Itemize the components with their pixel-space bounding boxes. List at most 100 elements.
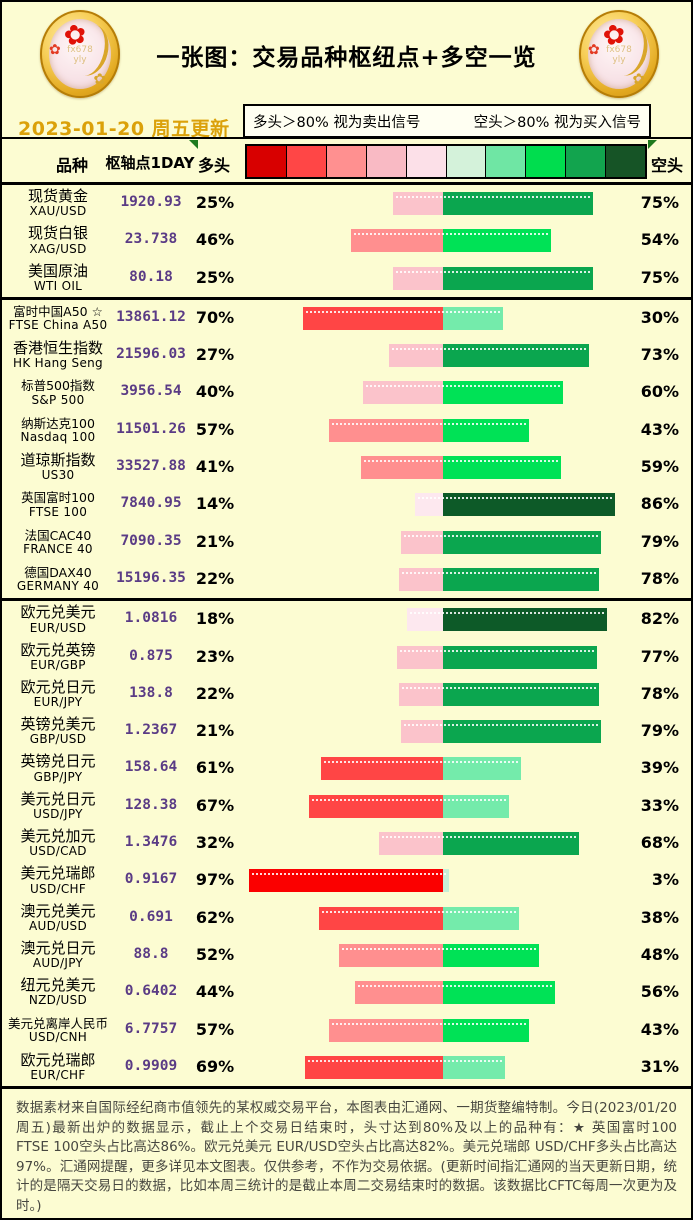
- instrument-code: FRANCE 40: [23, 542, 93, 557]
- instrument-code: Nasdaq 100: [20, 430, 96, 445]
- red-flower-small-icon: ✿: [49, 42, 61, 58]
- instrument-code: FTSE 100: [28, 504, 88, 519]
- instrument-name: 纳斯达克100 Nasdaq 100: [4, 415, 112, 445]
- update-date: 2023-01-20 周五更新: [18, 118, 230, 140]
- long-percent: 32%: [195, 833, 235, 853]
- long-percent: 21%: [195, 721, 235, 741]
- instrument-name: 法国CAC40 FRANCE 40: [4, 527, 112, 557]
- instrument-name: 标普500指数 S&P 500: [4, 377, 112, 407]
- short-percent: 73%: [640, 345, 679, 365]
- pivot-value: 0.9909: [124, 1057, 178, 1074]
- instrument-code: EUR/GBP: [30, 657, 86, 672]
- instrument-name-cn: 英镑兑日元: [20, 752, 96, 771]
- instrument-code: EUR/USD: [29, 620, 87, 635]
- instrument-name-cn: 德国DAX40: [24, 564, 92, 580]
- bar-dotted-line: [358, 985, 552, 988]
- long-percent: 69%: [195, 1056, 235, 1076]
- long-percent: 25%: [195, 193, 235, 212]
- short-percent: 77%: [640, 646, 679, 666]
- instrument-name-cn: 欧元兑日元: [20, 677, 96, 696]
- table-row: 现货黄金 XAU/USD 1920.93 25% 75%: [2, 185, 691, 222]
- long-percent: 25%: [195, 267, 235, 287]
- instrument-name-cn: 美国原油: [27, 261, 88, 280]
- instrument-name: 欧元兑瑞郎 EUR/CHF: [4, 1051, 112, 1083]
- bar-dotted-line: [418, 497, 612, 500]
- coin-watermark: fx678 yly: [606, 45, 632, 65]
- table-row: 现货白银 XAG/USD 23.738 46% 54%: [2, 222, 691, 259]
- instrument-name-cn: 英镑兑美元: [20, 715, 96, 734]
- table-row: 澳元兑美元 AUD/USD 0.691 62% 38%: [2, 900, 691, 937]
- bar-dotted-line: [324, 761, 518, 764]
- instrument-name: 澳元兑美元 AUD/USD: [4, 902, 112, 934]
- table-header: 品种 枢轴点1DAY 多头 空头: [2, 137, 691, 185]
- bar-dotted-line: [400, 649, 594, 652]
- table-row: 纳斯达克100 Nasdaq 100 11501.26 57% 43%: [2, 412, 691, 449]
- footer: 数据素材来自国际经纪商市值领先的某权威交易平台，本图表由汇通网、一期货整编特制。…: [2, 1089, 691, 1218]
- short-percent: 3%: [651, 870, 679, 890]
- pivot-value: 13861.12: [116, 308, 186, 325]
- table-row: 英镑兑美元 GBP/USD 1.2367 21% 79%: [2, 713, 691, 750]
- table-row: 德国DAX40 GERMANY 40 15196.35 22% 78%: [2, 561, 691, 598]
- instrument-name: 美元兑瑞郎 USD/CHF: [4, 865, 112, 896]
- pivot-value: 1.2367: [124, 722, 178, 739]
- instrument-name: 英国富时100 FTSE 100: [4, 489, 112, 519]
- instrument-name-cn: 欧元兑英镑: [20, 640, 96, 659]
- bar-dotted-line: [404, 534, 598, 537]
- instrument-code: GBP/JPY: [33, 769, 83, 784]
- instrument-code: S&P 500: [31, 392, 85, 407]
- row-group: 欧元兑美元 EUR/USD 1.0816 18% 82% 欧元兑英镑 EUR/G…: [2, 601, 691, 1090]
- short-bar: [443, 869, 449, 893]
- pivot-value: 88.8: [133, 945, 169, 962]
- table-row: 美元兑瑞郎 USD/CHF 0.9167 97% 3%: [2, 862, 691, 899]
- long-percent: 41%: [195, 457, 235, 477]
- instrument-name: 欧元兑日元 EUR/JPY: [4, 677, 112, 710]
- gold-bud-icon: ✿: [93, 70, 106, 88]
- short-percent: 82%: [640, 609, 679, 629]
- short-percent: 86%: [640, 494, 679, 514]
- instrument-code: FTSE China A50: [8, 318, 108, 333]
- short-percent: 43%: [640, 1019, 679, 1039]
- pivot-value: 0.9167: [124, 871, 178, 888]
- table-row: 欧元兑英镑 EUR/GBP 0.875 23% 77%: [2, 639, 691, 676]
- instrument-name-cn: 欧元兑美元: [20, 603, 96, 622]
- pivot-value: 33527.88: [116, 458, 186, 475]
- instrument-name: 德国DAX40 GERMANY 40: [4, 564, 112, 594]
- pivot-value: 3956.54: [120, 383, 182, 400]
- color-scale-cell: [366, 146, 407, 177]
- pivot-value: 158.64: [124, 759, 178, 776]
- table-row: 美国原油 WTI OIL 80.18 25% 75%: [2, 260, 691, 297]
- bar-dotted-line: [402, 571, 596, 574]
- table-row: 标普500指数 S&P 500 3956.54 40% 60%: [2, 374, 691, 411]
- instrument-name: 英镑兑日元 GBP/JPY: [4, 753, 112, 784]
- table-row: 富时中国A50 ☆ FTSE China A50 13861.12 70% 30…: [2, 300, 691, 337]
- long-percent: 40%: [195, 382, 235, 402]
- pivot-value: 138.8: [129, 684, 173, 701]
- pivot-value: 7840.95: [120, 495, 182, 512]
- instrument-code: USD/CAD: [29, 844, 87, 859]
- table-row: 澳元兑日元 AUD/JPY 88.8 52% 48%: [2, 937, 691, 974]
- instrument-name: 英镑兑美元 GBP/USD: [4, 715, 112, 747]
- instrument-code: HK Hang Seng: [13, 356, 103, 371]
- long-percent: 23%: [195, 646, 235, 666]
- color-scale-cell: [606, 146, 646, 177]
- instrument-code: AUD/USD: [28, 918, 88, 933]
- long-percent: 57%: [195, 1019, 235, 1039]
- instrument-name: 美元兑加元 USD/CAD: [4, 827, 112, 859]
- table-row: 美元兑日元 USD/JPY 128.38 67% 33%: [2, 788, 691, 825]
- long-percent: 44%: [195, 982, 235, 1002]
- long-percent: 57%: [195, 419, 235, 439]
- instrument-code: USD/CHF: [29, 881, 87, 896]
- long-percent: 22%: [195, 683, 235, 703]
- instrument-name-cn: 澳元兑日元: [20, 938, 96, 957]
- color-scale-cell: [286, 146, 327, 177]
- long-percent: 61%: [195, 758, 235, 778]
- color-scale-cell: [446, 146, 487, 177]
- instrument-name-cn: 现货白银: [27, 224, 88, 243]
- bar-dotted-line: [332, 1022, 526, 1025]
- bar-dotted-line: [396, 196, 590, 198]
- gold-bud-icon: ✿: [632, 70, 645, 88]
- bar-dotted-line: [402, 686, 596, 689]
- short-percent: 75%: [640, 193, 679, 212]
- instrument-code: US30: [41, 468, 75, 483]
